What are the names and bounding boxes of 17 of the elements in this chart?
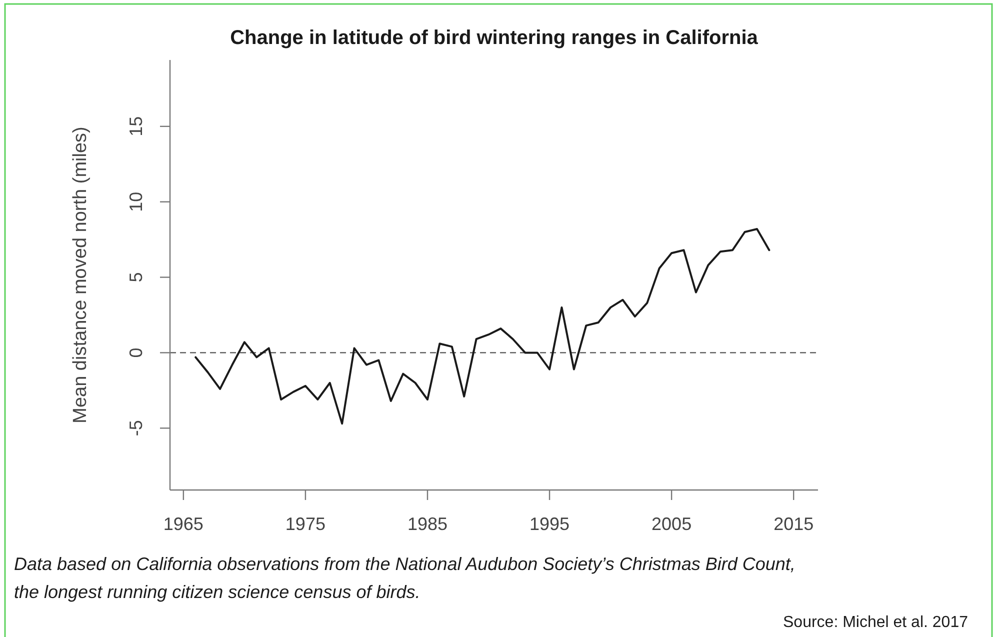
x-tick-label: 1995 bbox=[530, 514, 570, 534]
y-tick-label: -5 bbox=[126, 420, 146, 436]
chart-title: Change in latitude of bird wintering ranges in California bbox=[230, 27, 759, 49]
y-tick-label: 10 bbox=[126, 192, 146, 212]
y-tick-label: 15 bbox=[126, 116, 146, 136]
source-note: Source: Michel et al. 2017 bbox=[783, 614, 968, 631]
x-tick-label: 2005 bbox=[652, 514, 692, 534]
text: Data based on California observations from the National Audubon Society’s Christmas Bird Count, bbox=[14, 554, 796, 574]
x-tick-label: 2015 bbox=[774, 514, 814, 534]
line-series bbox=[194, 228, 770, 425]
y-tick-label: 0 bbox=[126, 348, 146, 358]
text: the longest running citizen science census of birds. bbox=[14, 582, 420, 602]
x-tick-label: 1965 bbox=[163, 514, 204, 534]
x-tick-label: 1975 bbox=[285, 514, 326, 534]
x-tick-label: 1985 bbox=[407, 514, 448, 534]
y-axis-title: Mean distance moved north (miles) bbox=[70, 126, 91, 424]
y-tick-label: 5 bbox=[126, 272, 146, 282]
